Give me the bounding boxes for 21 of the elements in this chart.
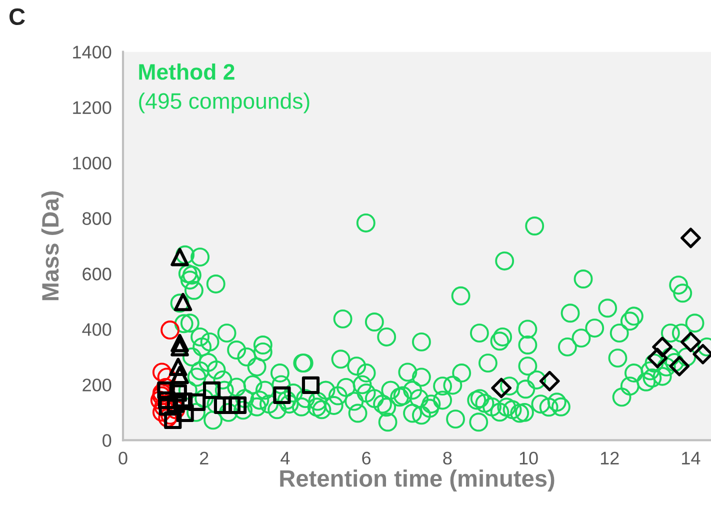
x-tick-label: 12	[600, 452, 619, 464]
x-tick-label: 0	[118, 452, 128, 465]
x-tick-label: 2	[200, 452, 208, 464]
x-tick-label: 6	[362, 452, 371, 465]
y-tick-label: 1000	[73, 156, 112, 170]
y-tick-label: 600	[82, 268, 112, 280]
y-tick-label: 800	[82, 212, 112, 225]
annotation: (495 compounds)	[139, 92, 310, 114]
x-tick-label: 4	[280, 452, 290, 464]
y-tick-label: 400	[82, 323, 112, 336]
x-tick-label: 14	[682, 452, 700, 464]
x-tick-label: 8	[443, 452, 452, 465]
annotation: Method 2	[139, 63, 234, 80]
y-tick-label: 0	[102, 434, 112, 447]
x-axis-title: Retention time (minutes)	[280, 469, 554, 492]
y-tick-label: 200	[82, 378, 112, 392]
y-axis-title: Mass (Da)	[41, 191, 64, 300]
y-tick-label: 1200	[73, 101, 112, 114]
y-tick-label: 1400	[73, 46, 112, 59]
x-tick-label: 10	[520, 452, 538, 465]
text: C	[10, 8, 25, 26]
